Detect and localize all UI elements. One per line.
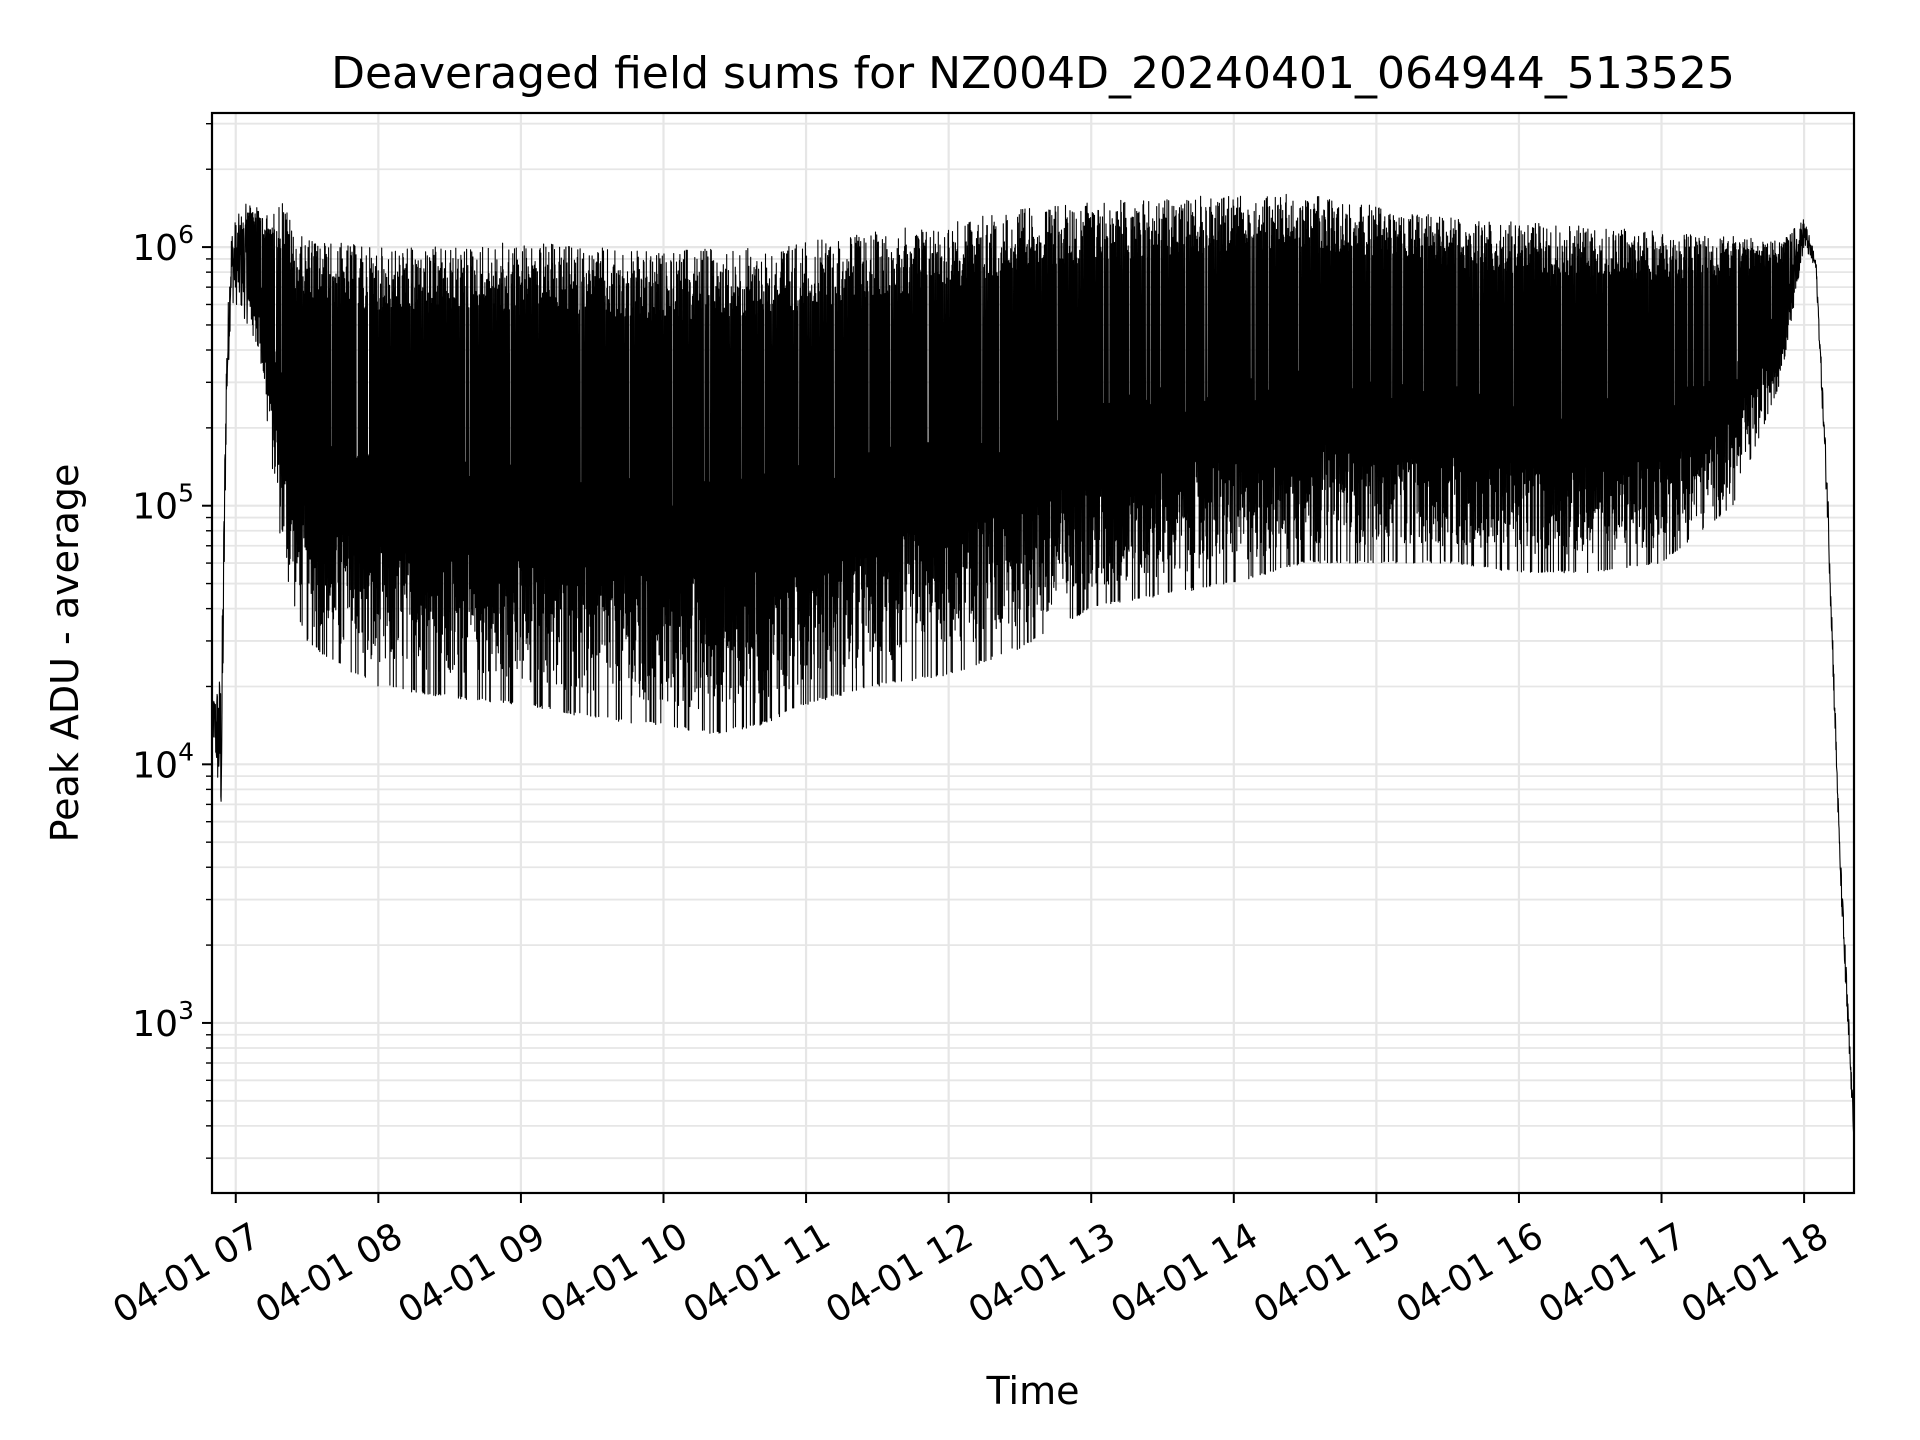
y-tick-label: 106 [132, 220, 194, 269]
x-axis-label: Time [986, 1369, 1080, 1413]
series-line [211, 193, 1855, 1137]
y-tick-label: 105 [132, 479, 194, 528]
y-axis-label: Peak ADU - average [43, 464, 87, 843]
plot-frame [210, 111, 1856, 1195]
y-tick-label: 103 [132, 996, 194, 1045]
data-layer [211, 193, 1855, 1137]
chart-title: Deaveraged field sums for NZ004D_2024040… [331, 48, 1735, 99]
y-tick-label: 104 [132, 737, 194, 786]
